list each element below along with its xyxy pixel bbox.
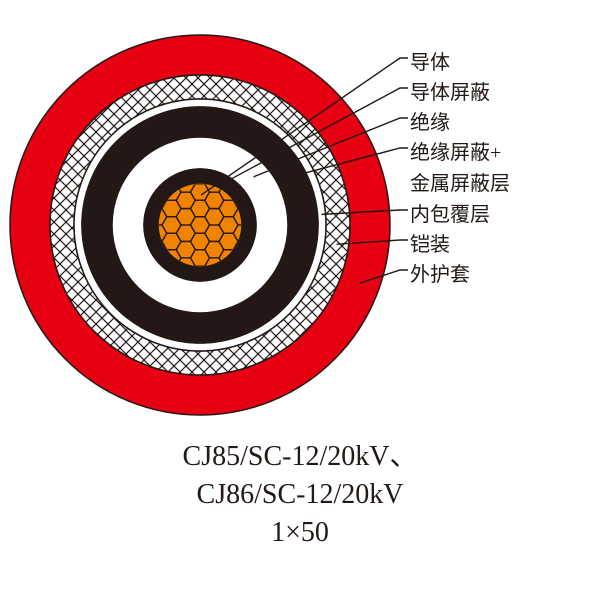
caption-line-1: CJ85/SC-12/20kV、 [0, 438, 600, 476]
label-conductor: 导体 [410, 46, 450, 75]
caption-line-3: 1×50 [0, 514, 600, 552]
label-armor: 铠装 [410, 228, 450, 257]
label-metal_shield: 金属屏蔽层 [410, 167, 510, 196]
label-inner_covering: 内包覆层 [410, 198, 490, 227]
caption-line-2: CJ86/SC-12/20kV [0, 476, 600, 514]
label-insulation_shield: 绝缘屏蔽+ [410, 136, 501, 165]
label-outer_jacket: 外护套 [410, 258, 470, 287]
label-insulation: 绝缘 [410, 106, 450, 135]
caption: CJ85/SC-12/20kV、 CJ86/SC-12/20kV 1×50 [0, 438, 600, 552]
label-conductor_shield: 导体屏蔽 [410, 76, 490, 105]
